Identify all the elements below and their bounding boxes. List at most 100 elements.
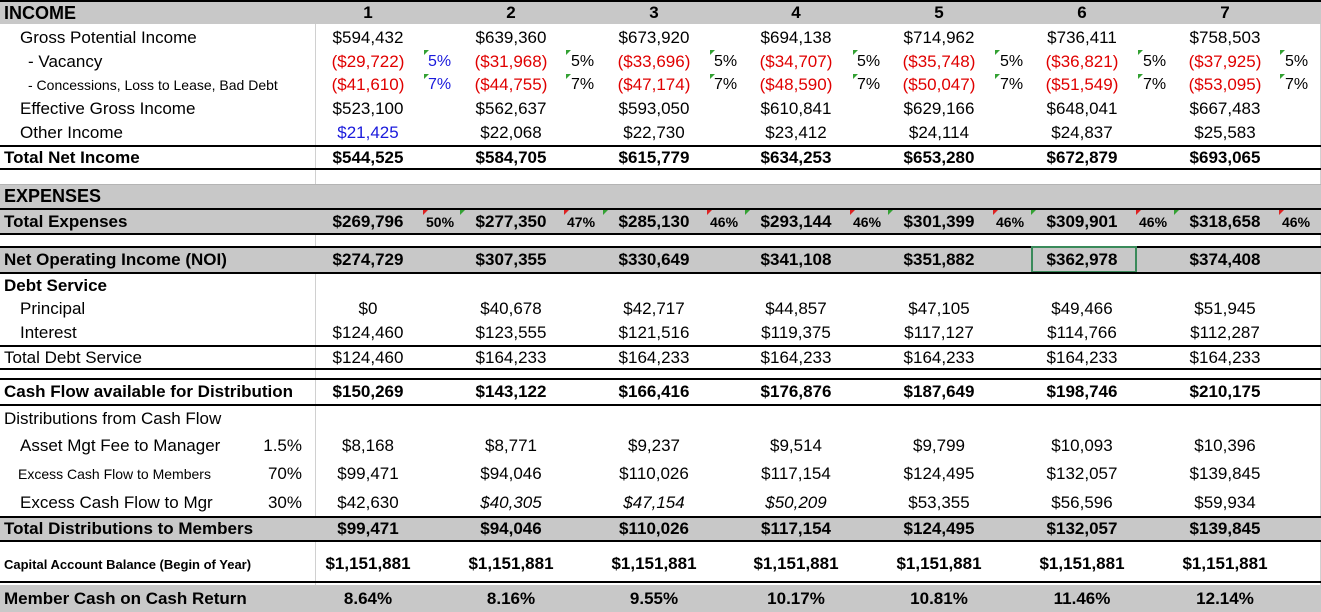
- excess-mgr-row[interactable]: Excess Cash Flow to Mgr 30% $42,630 $40,…: [0, 489, 1321, 517]
- excess-mgr-value[interactable]: $50,209: [765, 493, 827, 512]
- year-header[interactable]: 2: [506, 3, 516, 22]
- concessions-value[interactable]: ($41,610): [331, 75, 405, 94]
- cfad-value[interactable]: $143,122: [475, 382, 547, 401]
- asset-fee-value[interactable]: $10,093: [1051, 436, 1113, 455]
- tds-value[interactable]: $164,233: [475, 347, 547, 367]
- mcoc-value[interactable]: 10.81%: [910, 588, 968, 608]
- expense-ratio[interactable]: 46%: [1139, 213, 1168, 230]
- concessions-pct[interactable]: 7%: [1143, 76, 1167, 93]
- tdm-value[interactable]: $132,057: [1046, 519, 1118, 538]
- excess-mgr-value[interactable]: $59,934: [1194, 493, 1256, 512]
- tdm-value[interactable]: $110,026: [619, 519, 689, 538]
- vacancy-value[interactable]: ($37,925): [1188, 52, 1262, 71]
- cab-value[interactable]: $1,151,881: [611, 554, 697, 573]
- excess-members-row[interactable]: Excess Cash Flow to Members 70% $99,471 …: [0, 460, 1321, 488]
- gpi-row[interactable]: Gross Potential Income $594,432 $639,360…: [0, 26, 1321, 50]
- concessions-value[interactable]: ($48,590): [759, 75, 833, 94]
- egi-value[interactable]: $610,841: [760, 99, 832, 118]
- interest-value[interactable]: $119,375: [761, 323, 831, 342]
- expense-ratio[interactable]: 46%: [996, 213, 1025, 230]
- tds-value[interactable]: $164,233: [1046, 347, 1118, 367]
- cfad-value[interactable]: $210,175: [1189, 382, 1261, 401]
- vacancy-pct[interactable]: 5%: [571, 53, 595, 70]
- expense-ratio[interactable]: 46%: [710, 213, 739, 230]
- egi-row[interactable]: Effective Gross Income $523,100 $562,637…: [0, 97, 1321, 121]
- total-expenses-value[interactable]: $318,658: [1189, 211, 1261, 231]
- tdm-value[interactable]: $124,495: [903, 519, 975, 538]
- egi-value[interactable]: $629,166: [903, 99, 975, 118]
- cfad-value[interactable]: $198,746: [1046, 382, 1118, 401]
- concessions-pct[interactable]: 7%: [857, 76, 881, 93]
- gpi-value[interactable]: $758,503: [1189, 28, 1261, 47]
- other-income-value[interactable]: $24,114: [908, 123, 970, 142]
- vacancy-pct[interactable]: 5%: [1143, 53, 1167, 70]
- tni-value[interactable]: $693,065: [1189, 147, 1261, 167]
- expense-ratio[interactable]: 46%: [1282, 213, 1311, 230]
- egi-value[interactable]: $593,050: [618, 99, 690, 118]
- tds-value[interactable]: $124,460: [332, 347, 404, 367]
- excess-mgr-value[interactable]: $47,154: [623, 493, 685, 512]
- interest-value[interactable]: $123,555: [475, 323, 547, 342]
- other-income-value[interactable]: $21,425: [337, 123, 399, 142]
- year-header[interactable]: 5: [934, 3, 944, 22]
- concessions-value[interactable]: ($53,095): [1188, 75, 1262, 94]
- vacancy-value[interactable]: ($36,821): [1045, 52, 1119, 71]
- excess-members-value[interactable]: $139,845: [1189, 464, 1261, 483]
- other-income-value[interactable]: $24,837: [1051, 123, 1113, 142]
- total-expenses-value[interactable]: $285,130: [618, 211, 690, 231]
- total-expenses-value[interactable]: $277,350: [475, 211, 547, 231]
- interest-value[interactable]: $124,460: [332, 323, 404, 342]
- vacancy-value[interactable]: ($33,696): [617, 52, 691, 71]
- excess-members-value[interactable]: $94,046: [480, 464, 542, 483]
- egi-value[interactable]: $562,637: [475, 99, 547, 118]
- cab-value[interactable]: $1,151,881: [1039, 554, 1125, 573]
- noi-value[interactable]: $351,882: [903, 250, 975, 269]
- tni-value[interactable]: $672,879: [1046, 147, 1118, 167]
- gpi-value[interactable]: $714,962: [903, 28, 975, 47]
- gpi-value[interactable]: $639,360: [475, 28, 547, 47]
- excess-members-value[interactable]: $110,026: [619, 464, 689, 483]
- vacancy-value[interactable]: ($35,748): [902, 52, 976, 71]
- cab-value[interactable]: $1,151,881: [325, 554, 411, 573]
- concessions-value[interactable]: ($47,174): [617, 75, 691, 94]
- asset-fee-value[interactable]: $8,771: [485, 436, 537, 455]
- concessions-pct[interactable]: 7%: [714, 76, 738, 93]
- expenses-header-row[interactable]: EXPENSES: [0, 184, 1321, 208]
- excess-mgr-value[interactable]: $56,596: [1051, 493, 1113, 512]
- vacancy-pct[interactable]: 5%: [1285, 53, 1309, 70]
- tdm-value[interactable]: $99,471: [337, 519, 399, 538]
- principal-value[interactable]: $51,945: [1194, 299, 1256, 318]
- gpi-value[interactable]: $736,411: [1047, 28, 1117, 47]
- tni-row[interactable]: Total Net Income $544,525 $584,705 $615,…: [0, 145, 1321, 170]
- mcoc-value[interactable]: 12.14%: [1196, 588, 1254, 608]
- vacancy-value[interactable]: ($29,722): [331, 52, 405, 71]
- total-expenses-value[interactable]: $301,399: [903, 211, 975, 231]
- noi-value[interactable]: $341,108: [760, 250, 832, 269]
- tdm-value[interactable]: $139,845: [1189, 519, 1261, 538]
- other-income-row[interactable]: Other Income $21,425 $22,068 $22,730 $23…: [0, 121, 1321, 145]
- excess-mgr-value[interactable]: $53,355: [908, 493, 970, 512]
- excess-mgr-rate[interactable]: 30%: [267, 493, 302, 512]
- year-header[interactable]: 6: [1077, 3, 1087, 22]
- excess-members-value[interactable]: $132,057: [1046, 464, 1118, 483]
- excess-members-value[interactable]: $99,471: [337, 464, 399, 483]
- vacancy-value[interactable]: ($34,707): [759, 52, 833, 71]
- asset-fee-value[interactable]: $9,799: [913, 436, 965, 455]
- concessions-value[interactable]: ($44,755): [474, 75, 548, 94]
- interest-row[interactable]: Interest $124,460 $123,555 $121,516 $119…: [0, 321, 1321, 345]
- principal-value[interactable]: $44,857: [765, 299, 827, 318]
- year-header[interactable]: 4: [791, 3, 801, 22]
- asset-fee-value[interactable]: $8,168: [342, 436, 394, 455]
- total-expenses-value[interactable]: $269,796: [332, 211, 404, 231]
- excess-members-value[interactable]: $124,495: [903, 464, 975, 483]
- tds-value[interactable]: $164,233: [760, 347, 832, 367]
- concessions-value[interactable]: ($50,047): [902, 75, 976, 94]
- mcoc-value[interactable]: 9.55%: [629, 588, 679, 608]
- total-expenses-row[interactable]: Total Expenses $269,796 50% $277,350 47%…: [0, 208, 1321, 235]
- vacancy-pct[interactable]: 5%: [714, 53, 738, 70]
- interest-value[interactable]: $114,766: [1047, 323, 1117, 342]
- concessions-pct[interactable]: 7%: [571, 76, 595, 93]
- noi-value[interactable]: $374,408: [1189, 250, 1261, 269]
- noi-value[interactable]: $274,729: [332, 250, 404, 269]
- cab-value[interactable]: $1,151,881: [1182, 554, 1268, 573]
